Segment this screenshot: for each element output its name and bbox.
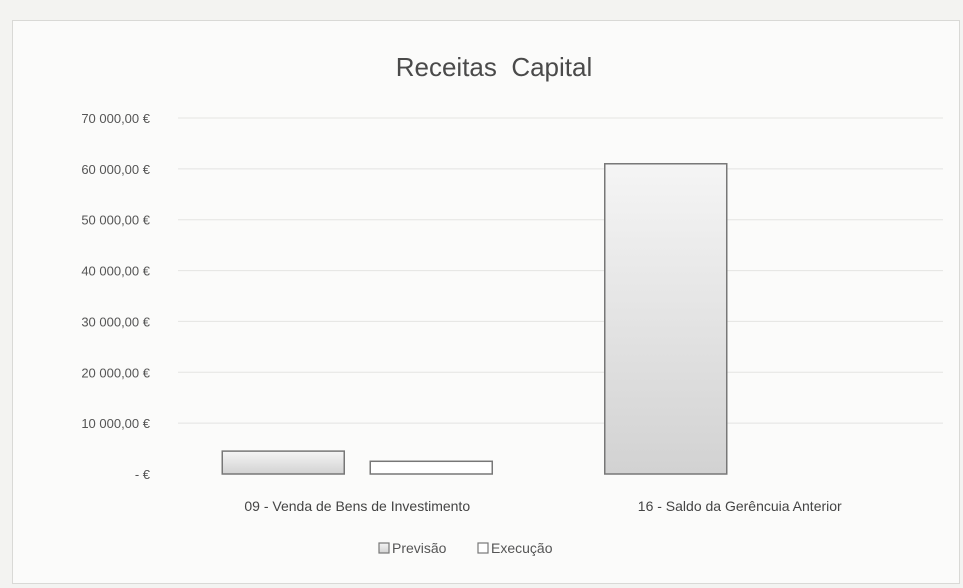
- y-tick-label: 70 000,00 €: [81, 111, 150, 126]
- legend: Previsão Execução: [378, 540, 553, 556]
- y-axis-ticks: - € 10 000,00 € 20 000,00 € 30 000,00 € 40 0…: [81, 111, 150, 482]
- y-tick-label: 40 000,00 €: [81, 264, 150, 279]
- x-axis-labels: 09 - Venda de Bens de Investimento 16 - S…: [244, 498, 842, 514]
- y-tick-label: 50 000,00 €: [81, 213, 150, 228]
- x-category-label: 16 - Saldo da Gerêncuia Anterior: [638, 498, 842, 514]
- y-tick-label: 60 000,00 €: [81, 162, 150, 177]
- bars: [221, 163, 728, 475]
- y-tick-label: 30 000,00 €: [81, 314, 150, 329]
- y-tick-label: - €: [135, 467, 151, 482]
- y-tick-label: 10 000,00 €: [81, 416, 150, 431]
- chart-svg: Receitas Capital - € 10 000,00 € 20 000,00…: [81, 52, 943, 556]
- chart-card: Receitas Capital - € 10 000,00 € 20 000,00…: [12, 20, 960, 584]
- bar-execucao: [369, 460, 493, 475]
- chart-title: Receitas Capital: [396, 52, 593, 82]
- legend-label: Previsão: [392, 540, 447, 556]
- bar-previsao: [604, 163, 728, 475]
- legend-swatch: [378, 542, 390, 554]
- legend-label: Execução: [491, 540, 553, 556]
- x-category-label: 09 - Venda de Bens de Investimento: [244, 498, 470, 514]
- gridlines: [178, 117, 943, 424]
- y-tick-label: 20 000,00 €: [81, 365, 150, 380]
- bar-previsao: [221, 450, 345, 475]
- legend-swatch: [477, 542, 489, 554]
